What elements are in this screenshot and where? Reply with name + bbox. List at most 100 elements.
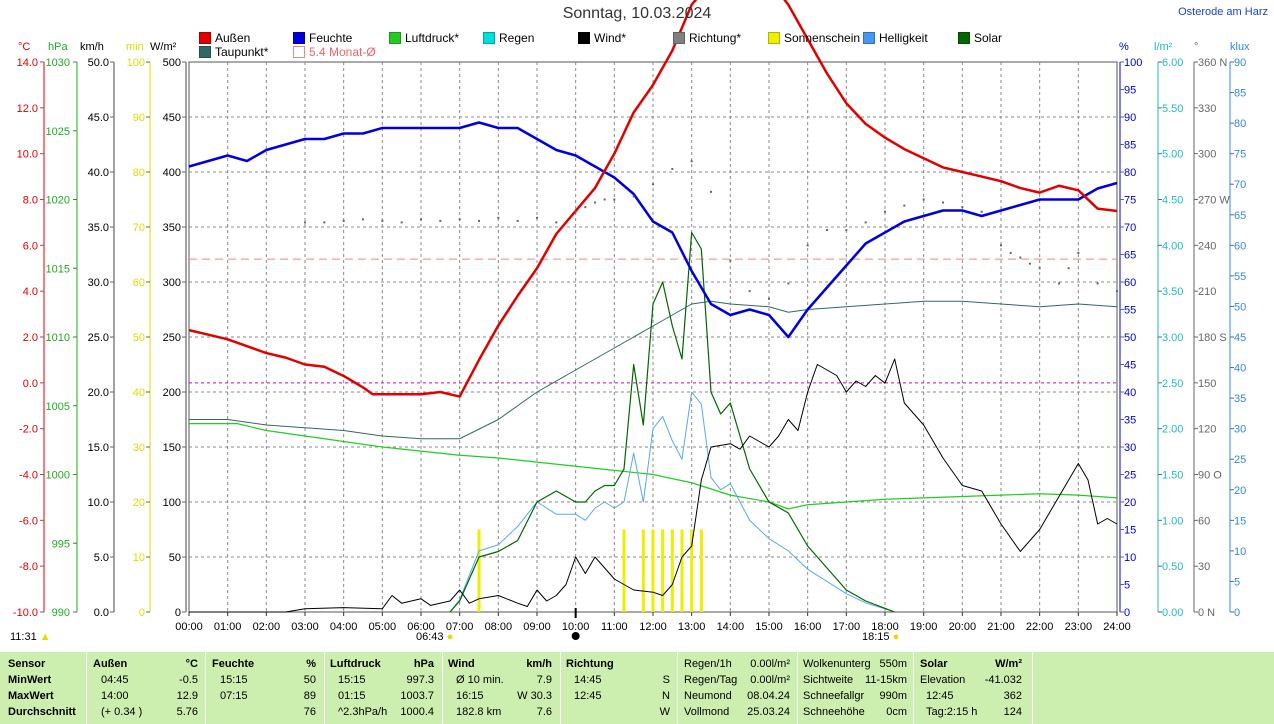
direction-point [1029, 262, 1031, 265]
tick-label-humidity: 45 [1124, 360, 1136, 372]
direction-point [603, 198, 606, 201]
tick-label-humidity: 80 [1124, 167, 1136, 179]
legend-item: Taupunkt* [199, 45, 268, 59]
stats-extra-value: 11-15km [865, 674, 907, 686]
stats-header: Außen [93, 658, 128, 670]
tick-label-rain: 1.50 [1162, 470, 1183, 482]
tick-label-rain: 1.00 [1162, 515, 1183, 527]
legend-label: Wind* [594, 31, 627, 45]
tick-label-temp: -2.0 [19, 424, 38, 436]
tick-label-pressure: 1010 [46, 332, 70, 344]
direction-point [613, 198, 616, 201]
direction-point [652, 183, 654, 186]
tick-label-temp: 12.0 [17, 103, 38, 115]
stats-time: 07:15 [220, 690, 248, 702]
x-tick-label: 18:00 [871, 621, 899, 633]
legend-swatch [483, 32, 495, 44]
tick-label-wind: 30.0 [88, 277, 109, 289]
tick-label-light: 65 [1234, 210, 1246, 222]
legend-swatch [863, 32, 875, 44]
stats-unit: km/h [526, 658, 552, 670]
legend-swatch [958, 32, 970, 44]
sunshine-bar [680, 529, 684, 612]
pressure-line [189, 423, 1118, 510]
tick-label-rain: 4.00 [1162, 240, 1183, 252]
tick-label-pressure: 995 [52, 538, 70, 550]
tick-label-temp: 6.0 [23, 240, 38, 252]
tick-label-light: 45 [1234, 332, 1246, 344]
direction-point [381, 219, 384, 222]
wind-line [189, 358, 1118, 613]
tick-label-light: 70 [1234, 179, 1246, 191]
stats-value: -0.5 [179, 674, 198, 686]
tick-label-light: 60 [1234, 240, 1246, 252]
x-tick-label: 06:00 [407, 621, 435, 633]
direction-point [497, 216, 500, 219]
stats-extra-value: 0.00l/m² [750, 674, 790, 686]
tick-label-light: 40 [1234, 363, 1246, 375]
x-tick-label: 20:00 [949, 621, 977, 633]
tick-label-solar: 100 [163, 497, 181, 509]
tick-label-rain: 2.50 [1162, 378, 1183, 390]
sunshine-bar [670, 529, 674, 612]
location-link[interactable]: Osterode am Harz [1178, 6, 1268, 18]
tick-label-humidity: 25 [1124, 470, 1136, 482]
legend-swatch [293, 46, 305, 58]
stats-header: Solar [920, 658, 948, 670]
tick-label-pressure: 1025 [46, 126, 70, 138]
direction-point [1000, 244, 1002, 247]
direction-point [584, 206, 587, 209]
stats-value: 124 [1003, 706, 1022, 718]
tick-label-sun: 10 [133, 552, 145, 564]
legend-label: Helligkeit [879, 31, 928, 45]
tick-label-direction: 60 [1198, 515, 1210, 527]
direction-point [961, 206, 964, 209]
tick-label-direction: 210 [1198, 286, 1216, 298]
tick-label-humidity: 90 [1124, 112, 1136, 124]
tick-label-rain: 0.00 [1162, 607, 1183, 619]
tick-label-temp: 0.0 [23, 378, 38, 390]
tick-label-sun: 90 [133, 112, 145, 124]
x-tick-label: 03:00 [291, 621, 319, 633]
tick-label-humidity: 85 [1124, 140, 1136, 152]
direction-point [787, 282, 790, 285]
x-tick-label: 22:00 [1026, 621, 1054, 633]
sunshine-bar [641, 529, 645, 612]
chart-title: Sonntag, 10.03.2024 [562, 5, 712, 22]
tick-label-direction: 30 [1198, 561, 1210, 573]
stats-value: 50 [303, 674, 316, 686]
stats-header: Richtung [566, 658, 614, 670]
tick-label-light: 90 [1234, 57, 1246, 69]
direction-point [748, 290, 751, 293]
stats-value: 5.76 [176, 706, 198, 718]
legend-label: Regen [499, 31, 535, 45]
direction-point [1038, 267, 1041, 270]
x-tick-label: 17:00 [833, 621, 861, 633]
stats-value: 7.6 [536, 706, 552, 718]
tick-label-wind: 20.0 [88, 387, 109, 399]
stats-table: Sensor MinWert MaxWert Durchschnitt Außen °C 0… [0, 652, 1274, 724]
legend-item: 5.4 Monat-Ø [293, 45, 376, 59]
direction-point [1116, 290, 1118, 293]
stats-extra-value: 0cm [886, 706, 907, 718]
stats-extra-label: Regen/Tag [684, 674, 738, 686]
tick-label-sun: 70 [133, 222, 145, 234]
tick-label-rain: 6.00 [1162, 57, 1183, 69]
stats-value: W 30.3 [517, 690, 552, 702]
tick-label-rain: 2.00 [1162, 424, 1183, 436]
stats-extra-label: Schneefallgr [803, 690, 865, 702]
tick-label-humidity: 50 [1124, 332, 1136, 344]
sunshine-bar [477, 529, 481, 612]
tick-label-humidity: 35 [1124, 415, 1136, 427]
stats-unit: W/m² [995, 658, 1022, 670]
direction-point [942, 201, 944, 204]
tick-label-light: 0 [1234, 607, 1240, 619]
direction-point [362, 218, 364, 221]
stats-time: 01:15 [338, 690, 366, 702]
tick-label-temp: 4.0 [23, 286, 38, 298]
unit-temp: °C [18, 41, 31, 53]
direction-point [1058, 282, 1060, 285]
tick-label-temp: -4.0 [19, 470, 38, 482]
tick-label-temp: 14.0 [17, 57, 38, 69]
tick-label-light: 35 [1234, 393, 1246, 405]
